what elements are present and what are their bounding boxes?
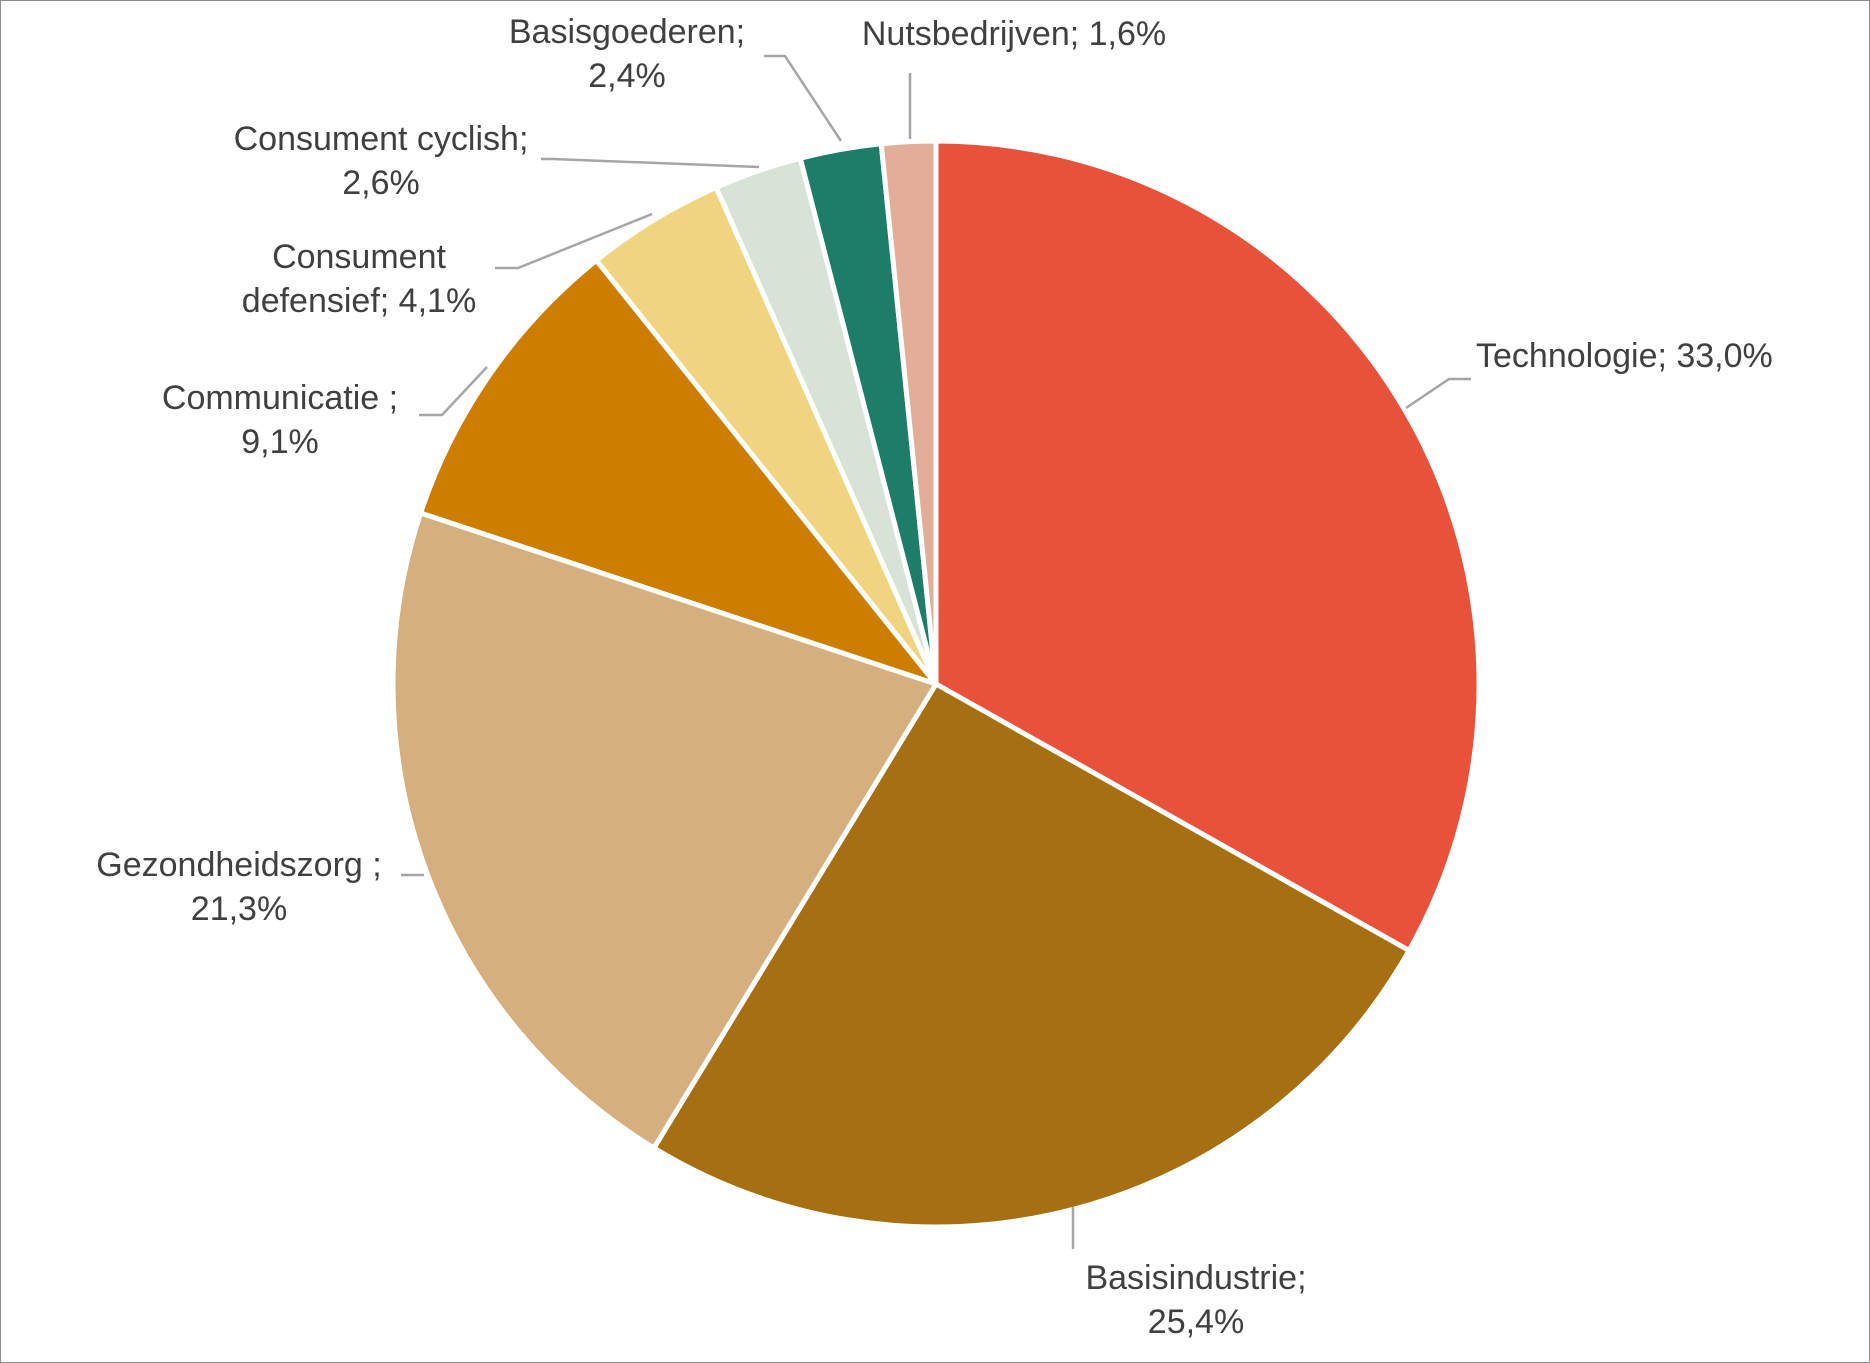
data-label-4-line-1: defensief; 4,1% bbox=[242, 282, 476, 320]
data-label-2: Gezondheidszorg ; 21,3% bbox=[96, 846, 381, 928]
data-label-5: Consument cyclish; 2,6% bbox=[234, 120, 529, 202]
pie-slice-3 bbox=[418, 257, 939, 687]
data-label-6: Basisgoederen; 2,4% bbox=[509, 13, 745, 95]
pie-slice-0 bbox=[933, 138, 1482, 954]
data-label-4-line-0: Consument bbox=[272, 238, 446, 276]
data-label-0-line-0: Technologie; 33,0% bbox=[1476, 337, 1773, 375]
leader-lines bbox=[401, 54, 1471, 1249]
leader-line-0 bbox=[1405, 377, 1471, 410]
data-label-2-line-0: Gezondheidszorg ; bbox=[96, 846, 381, 884]
data-labels: Technologie; 33,0% Basisindustrie; 25,4% Ge… bbox=[96, 13, 1772, 1341]
data-label-3-line-1: 9,1% bbox=[241, 423, 319, 461]
data-label-2-line-1: 21,3% bbox=[191, 890, 287, 928]
pie-slices bbox=[390, 138, 1482, 1230]
data-label-3-line-0: Communicatie ; bbox=[162, 379, 398, 417]
leader-line-4 bbox=[495, 212, 653, 270]
data-label-7: Nutsbedrijven; 1,6% bbox=[862, 15, 1166, 53]
pie-slice-7 bbox=[878, 138, 939, 687]
data-label-1-line-1: 25,4% bbox=[1148, 1303, 1244, 1341]
data-label-7-line-0: Nutsbedrijven; 1,6% bbox=[862, 15, 1166, 53]
data-label-3: Communicatie ; 9,1% bbox=[162, 379, 398, 461]
data-label-5-line-0: Consument cyclish; bbox=[234, 120, 529, 158]
data-label-6-line-0: Basisgoederen; bbox=[509, 13, 745, 51]
leader-line-6 bbox=[764, 54, 843, 142]
data-label-1: Basisindustrie; 25,4% bbox=[1085, 1259, 1306, 1341]
pie-slice-2 bbox=[390, 510, 939, 1151]
leader-line-3 bbox=[419, 366, 488, 417]
leader-line-5 bbox=[541, 157, 760, 169]
data-label-0: Technologie; 33,0% bbox=[1476, 337, 1773, 375]
data-label-1-line-0: Basisindustrie; bbox=[1085, 1259, 1306, 1297]
data-label-6-line-1: 2,4% bbox=[588, 57, 666, 95]
data-label-4: Consument defensief; 4,1% bbox=[242, 238, 476, 320]
data-label-5-line-1: 2,6% bbox=[342, 164, 420, 202]
